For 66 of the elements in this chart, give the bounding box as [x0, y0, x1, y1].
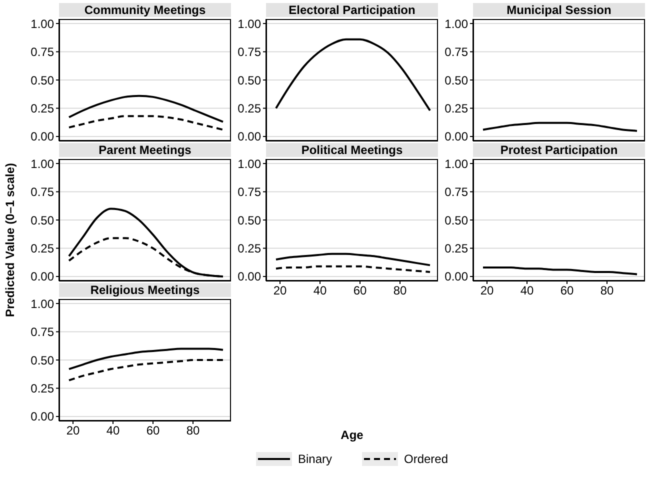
- line-series: [68, 115, 224, 131]
- legend-label: Binary: [298, 452, 332, 466]
- y-tick-label: 0.25: [30, 382, 54, 396]
- y-tick-label: 1.00: [444, 156, 468, 171]
- x-tick-label: 40: [520, 284, 534, 298]
- y-tick-label: 0.00: [444, 130, 468, 144]
- y-tick-label: 1.00: [30, 296, 54, 311]
- y-tick-label: 0.25: [238, 102, 262, 116]
- y-tick-label: 0.25: [30, 102, 54, 116]
- chart-title: Religious Meetings: [59, 283, 231, 297]
- x-tick-label: 20: [480, 284, 494, 298]
- y-tick-label: 1.00: [238, 16, 262, 31]
- y-tick-label: 0.50: [238, 213, 262, 228]
- x-tick-label: 20: [273, 284, 287, 298]
- y-tick-label: 0.75: [444, 45, 468, 60]
- chart-title: Protest Participation: [473, 143, 645, 157]
- chart-title: Electoral Participation: [266, 3, 438, 17]
- y-tick-label: 0.00: [238, 270, 262, 284]
- y-tick-label: 1.00: [444, 16, 468, 31]
- chart-title: Community Meetings: [59, 3, 231, 17]
- y-tick-label: 0.75: [444, 185, 468, 200]
- y-tick-label: 1.00: [30, 156, 54, 171]
- x-tick-label: 80: [186, 424, 200, 438]
- y-tick-label: 0.50: [444, 213, 468, 228]
- y-tick-label: 0.00: [444, 270, 468, 284]
- y-tick-label: 0.00: [30, 410, 54, 424]
- y-tick-label: 1.00: [30, 16, 54, 31]
- y-tick-label: 0.50: [444, 73, 468, 88]
- y-tick-label: 0.00: [238, 130, 262, 144]
- legend-label: Ordered: [404, 452, 448, 466]
- y-tick-label: 0.25: [30, 242, 54, 256]
- y-tick-label: 0.75: [30, 185, 54, 200]
- x-tick-label: 60: [560, 284, 574, 298]
- y-tick-label: 0.75: [30, 325, 54, 340]
- x-tick-label: 40: [313, 284, 327, 298]
- y-tick-label: 0.75: [30, 45, 54, 60]
- chart-title: Parent Meetings: [59, 143, 231, 157]
- y-tick-label: 1.00: [238, 156, 262, 171]
- line-series: [68, 348, 224, 370]
- line-series: [275, 38, 431, 112]
- x-axis-title: Age: [340, 428, 364, 442]
- y-tick-label: 0.00: [30, 130, 54, 144]
- line-series: [68, 94, 224, 123]
- chart-title: Political Meetings: [266, 143, 438, 157]
- line-series: [482, 122, 638, 132]
- y-tick-label: 0.50: [30, 213, 54, 228]
- x-tick-label: 40: [106, 424, 120, 438]
- y-tick-label: 0.50: [30, 73, 54, 88]
- y-tick-label: 0.50: [30, 353, 54, 368]
- x-tick-label: 20: [66, 424, 80, 438]
- y-tick-label: 0.75: [238, 185, 262, 200]
- y-tick-label: 0.25: [444, 242, 468, 256]
- x-tick-label: 80: [600, 284, 614, 298]
- y-tick-label: 0.75: [238, 45, 262, 60]
- y-axis-title: Predicted Value (0–1 scale): [3, 162, 17, 318]
- x-tick-label: 60: [353, 284, 367, 298]
- line-series: [482, 266, 638, 276]
- y-tick-label: 0.50: [238, 73, 262, 88]
- y-tick-label: 0.25: [444, 102, 468, 116]
- x-tick-label: 60: [146, 424, 160, 438]
- line-series: [275, 252, 431, 266]
- x-tick-label: 80: [393, 284, 407, 298]
- y-tick-label: 0.25: [238, 242, 262, 256]
- line-series: [68, 359, 224, 382]
- y-tick-label: 0.00: [30, 270, 54, 284]
- chart-title: Municipal Session: [473, 3, 645, 17]
